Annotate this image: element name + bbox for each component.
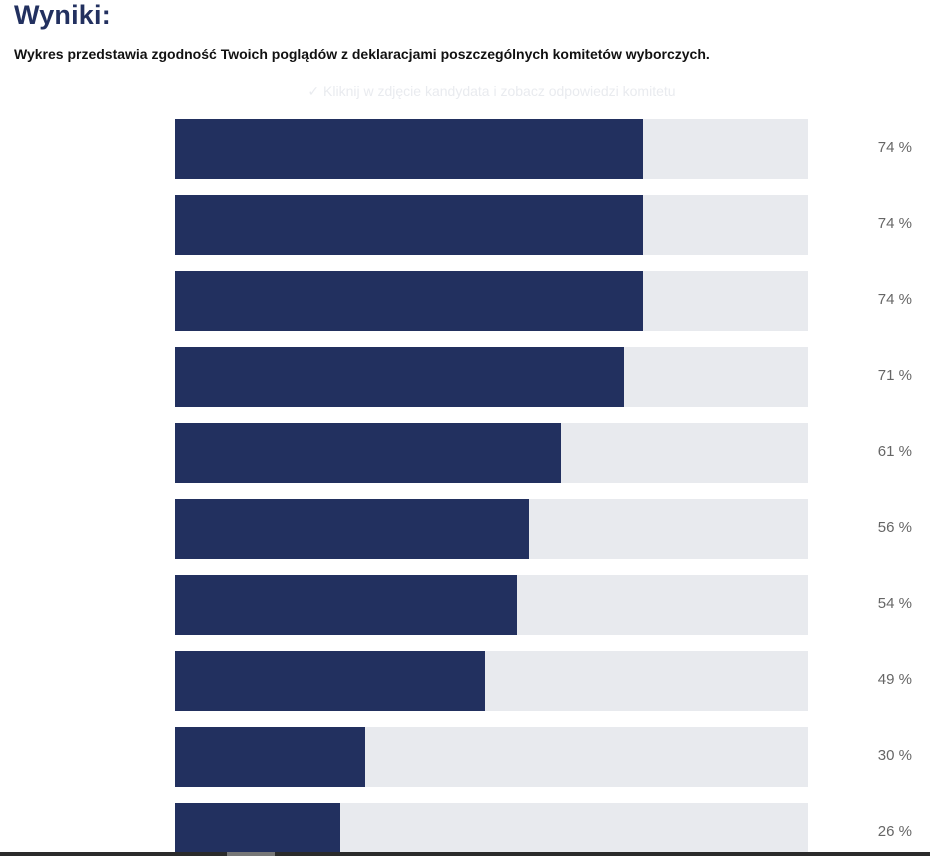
match-percentage: 26 % bbox=[877, 823, 912, 840]
match-bar-fill bbox=[175, 575, 517, 635]
candidate-photo[interactable] bbox=[59, 651, 119, 711]
match-bar-fill bbox=[175, 423, 561, 483]
match-percentage: 54 % bbox=[877, 595, 912, 612]
match-percentage: 74 % bbox=[877, 139, 912, 156]
match-bar-track bbox=[175, 499, 808, 559]
horizontal-scrollbar[interactable] bbox=[0, 852, 930, 856]
match-bar-fill bbox=[175, 803, 340, 856]
result-row: 49 % bbox=[0, 651, 930, 711]
match-bar-track bbox=[175, 727, 808, 787]
match-bar-track bbox=[175, 347, 808, 407]
match-percentage: 74 % bbox=[877, 291, 912, 308]
result-row: 71 % bbox=[0, 347, 930, 407]
result-row: 74 % bbox=[0, 271, 930, 331]
page-title: Wyniki: bbox=[14, 0, 111, 30]
match-bar-fill bbox=[175, 195, 643, 255]
scrollbar-thumb[interactable] bbox=[227, 852, 275, 856]
match-percentage: 61 % bbox=[877, 443, 912, 460]
click-hint: ✓ Kliknij w zdjęcie kandydata i zobacz o… bbox=[307, 83, 676, 99]
match-bar-fill bbox=[175, 347, 624, 407]
candidate-photo[interactable] bbox=[59, 499, 119, 559]
result-row: 26 % bbox=[0, 803, 930, 856]
candidate-photo[interactable] bbox=[59, 423, 119, 483]
match-bar-track bbox=[175, 423, 808, 483]
match-percentage: 74 % bbox=[877, 215, 912, 232]
candidate-photo[interactable] bbox=[59, 575, 119, 635]
match-bar-track bbox=[175, 575, 808, 635]
match-bar-fill bbox=[175, 119, 643, 179]
result-row: 74 % bbox=[0, 119, 930, 179]
result-row: 61 % bbox=[0, 423, 930, 483]
result-row: 56 % bbox=[0, 499, 930, 559]
result-row: 54 % bbox=[0, 575, 930, 635]
match-percentage: 71 % bbox=[877, 367, 912, 384]
candidate-photo[interactable] bbox=[59, 803, 119, 856]
candidate-photo[interactable] bbox=[59, 271, 119, 331]
candidate-photo[interactable] bbox=[59, 347, 119, 407]
match-bar-track bbox=[175, 271, 808, 331]
match-bar-fill bbox=[175, 727, 365, 787]
result-row: 30 % bbox=[0, 727, 930, 787]
candidate-photo[interactable] bbox=[59, 119, 119, 179]
match-bar-fill bbox=[175, 271, 643, 331]
match-bar-track bbox=[175, 119, 808, 179]
match-percentage: 56 % bbox=[877, 519, 912, 536]
match-bar-track bbox=[175, 651, 808, 711]
match-bar-fill bbox=[175, 499, 529, 559]
result-row: 74 % bbox=[0, 195, 930, 255]
candidate-photo[interactable] bbox=[59, 195, 119, 255]
candidate-photo[interactable] bbox=[59, 727, 119, 787]
results-description: Wykres przedstawia zgodność Twoich poglą… bbox=[14, 46, 710, 62]
match-bar-fill bbox=[175, 651, 485, 711]
match-bar-track bbox=[175, 195, 808, 255]
match-bar-track bbox=[175, 803, 808, 856]
match-percentage: 49 % bbox=[877, 671, 912, 688]
match-percentage: 30 % bbox=[877, 747, 912, 764]
